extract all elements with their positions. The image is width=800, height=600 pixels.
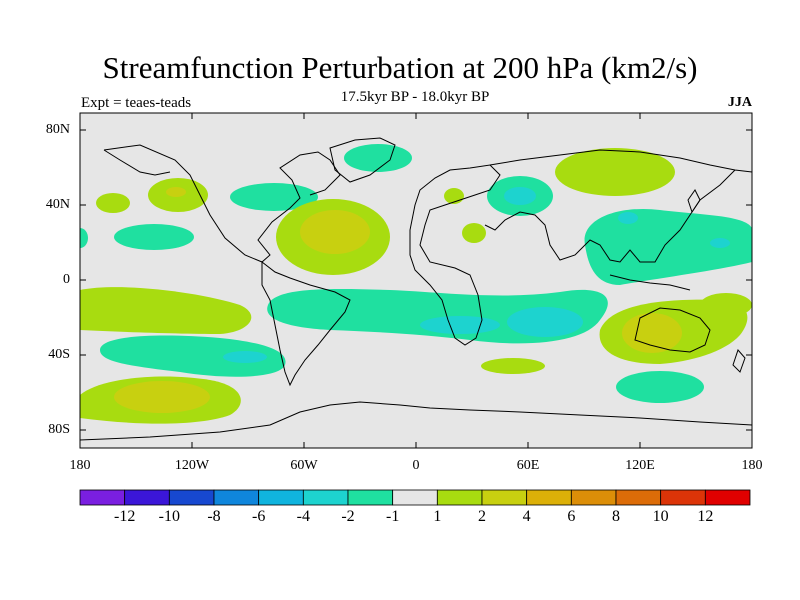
colorbar-swatch xyxy=(302,489,349,506)
colorbar-label: -10 xyxy=(158,508,180,525)
colorbar-swatch xyxy=(124,489,170,506)
colorbar-label: 8 xyxy=(612,508,620,525)
colorbar-label: -12 xyxy=(113,508,136,525)
colorbar-swatch xyxy=(168,489,215,506)
contour-fill xyxy=(507,307,583,337)
contour-fill xyxy=(223,351,267,363)
lat-label-0: 0 xyxy=(63,272,70,287)
colorbar-label: 10 xyxy=(652,508,669,525)
coastline-new-zealand xyxy=(732,349,746,373)
contour-fill xyxy=(80,228,88,248)
contour-fill xyxy=(481,358,545,374)
lon-label-120w: 120W xyxy=(174,458,210,473)
experiment-label: Expt = teaes-teads xyxy=(81,95,192,111)
contour-fill xyxy=(114,224,194,250)
contour-fill xyxy=(504,187,536,205)
colorbar-swatch xyxy=(660,489,706,506)
coastline-asia xyxy=(484,149,752,263)
colorbar-label: -6 xyxy=(251,508,266,525)
lon-label-180w: 180 xyxy=(69,458,91,473)
contour-fill xyxy=(344,144,412,172)
lat-label-40s: 40S xyxy=(48,347,70,362)
coastline-australia xyxy=(634,307,711,353)
colorbar-swatch xyxy=(213,489,260,506)
coastlines xyxy=(80,137,752,441)
coastline-europe-africa xyxy=(409,164,501,346)
contour-fill xyxy=(96,193,130,213)
colorbar-swatch xyxy=(347,489,394,506)
lon-label-180e: 180 xyxy=(741,458,763,473)
lon-label-0: 0 xyxy=(412,458,420,473)
colorbar-label: -1 xyxy=(385,508,400,525)
lat-label-40n: 40N xyxy=(45,197,70,212)
contour-fill xyxy=(618,212,638,224)
colorbar-label: 1 xyxy=(433,508,442,525)
colorbar-label: -2 xyxy=(341,508,355,525)
coastline-japan xyxy=(687,189,701,214)
contour-fill xyxy=(462,223,486,243)
contour-fill xyxy=(616,371,704,403)
colorbar-label: -4 xyxy=(296,508,310,525)
colorbar-label: 12 xyxy=(697,508,714,525)
colorbar xyxy=(79,489,751,506)
colorbar-label: 2 xyxy=(478,508,486,525)
colorbar-label: 4 xyxy=(522,508,531,525)
colorbar-swatch xyxy=(392,489,438,506)
colorbar-swatch xyxy=(526,489,572,506)
coastline-south-america xyxy=(261,260,351,387)
colorbar-label: 6 xyxy=(567,508,576,525)
contour-fill xyxy=(114,381,210,413)
contour-fill xyxy=(80,287,252,334)
season-label: JJA xyxy=(727,95,752,110)
coastline-north-america xyxy=(103,144,341,263)
contour-fill xyxy=(300,210,370,254)
lat-label-80n: 80N xyxy=(45,122,70,137)
colorbar-label: -8 xyxy=(207,508,221,525)
contour-fill xyxy=(166,187,186,197)
coastline-greenland xyxy=(329,137,396,183)
contour-fill xyxy=(420,316,500,334)
lon-label-60w: 60W xyxy=(290,458,318,473)
colorbar-swatch xyxy=(570,489,617,506)
colorbar-swatch xyxy=(615,489,662,506)
coastline-antarctica xyxy=(80,401,752,441)
colorbar-swatch xyxy=(79,489,126,506)
colorbar-swatch xyxy=(704,489,751,506)
contour-fill xyxy=(622,313,682,353)
coastline-alaska xyxy=(103,149,171,176)
chart-subtitle: 17.5kyr BP - 18.0kyr BP xyxy=(340,89,490,105)
contour-fills xyxy=(80,144,752,424)
coastline-indonesia xyxy=(609,274,691,291)
axis-ticks xyxy=(80,113,752,448)
contour-fill xyxy=(584,208,752,285)
lon-label-60e: 60E xyxy=(516,458,540,473)
lat-label-80s: 80S xyxy=(48,422,70,437)
colorbar-swatch xyxy=(481,489,528,506)
lon-label-120e: 120E xyxy=(625,458,655,473)
contour-fill xyxy=(555,148,675,196)
contour-fill xyxy=(700,293,752,317)
contour-fill xyxy=(710,238,730,248)
colorbar-swatch xyxy=(258,489,304,506)
chart-title: Streamfunction Perturbation at 200 hPa (… xyxy=(102,50,698,85)
colorbar-swatch xyxy=(436,489,483,506)
contour-fill xyxy=(100,335,286,377)
